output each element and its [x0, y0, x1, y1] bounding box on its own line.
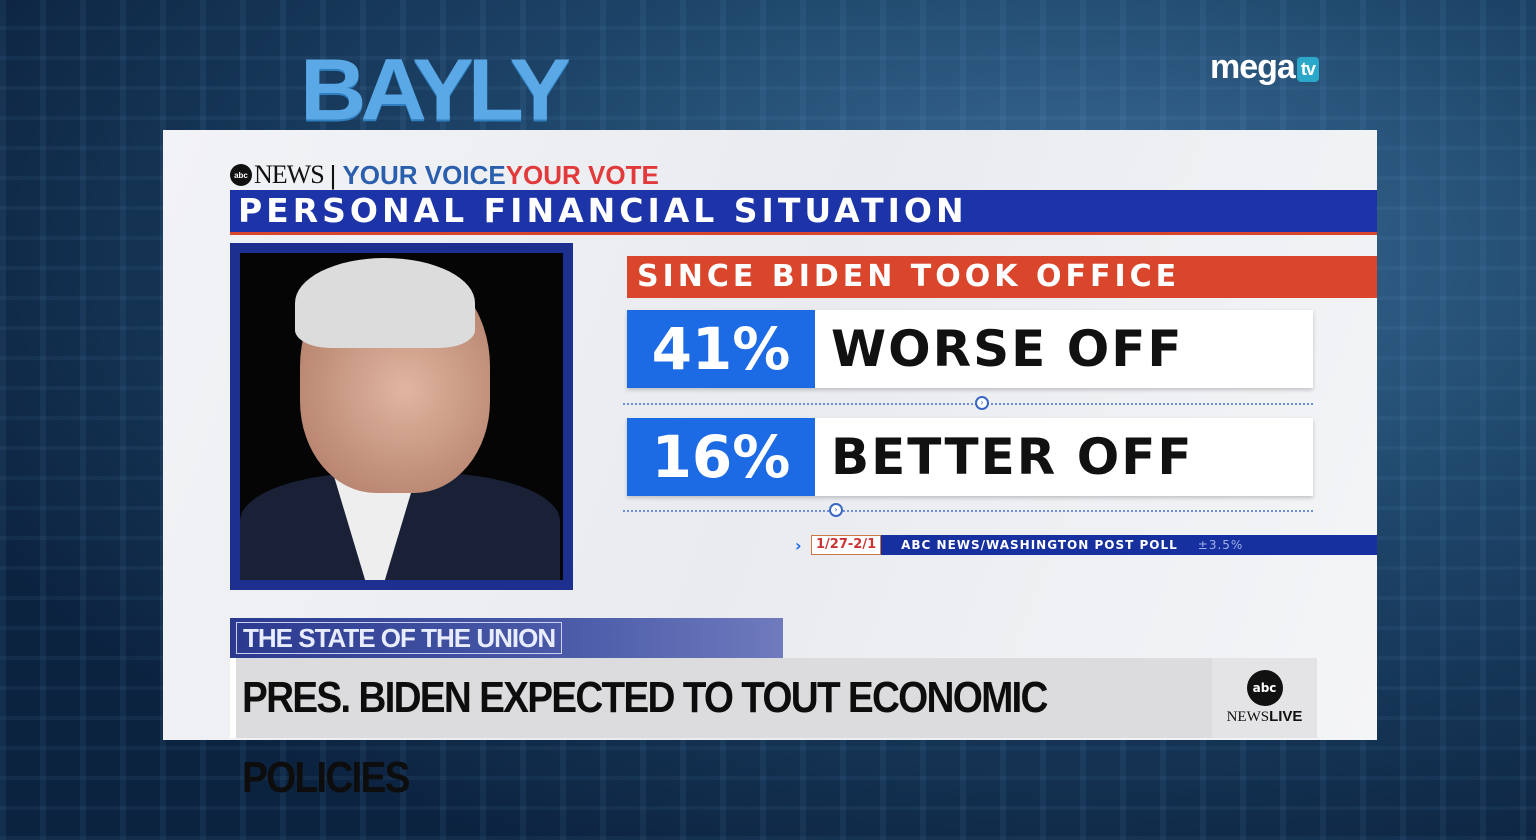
chevron-right-icon: › — [795, 535, 802, 555]
bug-live: LIVE — [1269, 708, 1303, 725]
channel-logo-text: mega — [1210, 48, 1296, 86]
segment-banner: THE STATE OF THE UNION — [230, 618, 783, 658]
network-name: NEWS — [254, 160, 325, 189]
poll-name: ABC NEWS/WASHINGTON POST POLL — [901, 538, 1178, 552]
headline-bar: PRES. BIDEN EXPECTED TO TOUT ECONOMIC PO… — [230, 658, 1212, 802]
campaign-vote: YOUR VOTE — [505, 159, 659, 190]
poll-graphic: abc NEWS | YOUR VOICE YOUR VOTE PERSONAL… — [163, 130, 1377, 802]
graphic-title: PERSONAL FINANCIAL SITUATION — [230, 190, 1377, 235]
network-header: abc NEWS | YOUR VOICE YOUR VOTE — [230, 160, 659, 190]
result-percent: 41% — [627, 310, 815, 388]
margin-of-error: ±3.5% — [1197, 538, 1244, 552]
chevron-circle-icon: › — [829, 503, 843, 517]
chevron-circle-icon: › — [975, 396, 989, 410]
abc-logo-icon: abc — [230, 164, 252, 186]
segment-title: THE STATE OF THE UNION — [236, 622, 563, 654]
result-row: 16% BETTER OFF — [627, 418, 1313, 496]
abc-news-live-bug: abc NEWSLIVE — [1212, 658, 1317, 738]
poll-name-bar: ABC NEWS/WASHINGTON POST POLL ±3.5% — [881, 535, 1377, 555]
poll-dates: 1/27-2/1 — [811, 535, 882, 555]
channel-logo: mega tv — [1210, 48, 1319, 87]
graphic-subtitle: SINCE BIDEN TOOK OFFICE — [627, 256, 1377, 298]
channel-logo-badge: tv — [1296, 56, 1319, 82]
abc-logo-icon: abc — [1246, 670, 1283, 706]
result-label: BETTER OFF — [831, 428, 1194, 486]
poll-source: › 1/27-2/1 ABC NEWS/WASHINGTON POST POLL… — [795, 535, 1377, 555]
dotted-divider — [623, 510, 1313, 512]
portrait-photo — [230, 243, 573, 590]
headline-text: PRES. BIDEN EXPECTED TO TOUT ECONOMIC PO… — [242, 673, 1049, 802]
result-row: 41% WORSE OFF — [627, 310, 1313, 388]
campaign-voice: YOUR VOICE — [342, 159, 506, 190]
bug-news: NEWS — [1226, 709, 1270, 725]
show-logo: BAYLY — [300, 41, 571, 139]
result-percent: 16% — [627, 418, 815, 496]
divider: | — [329, 159, 337, 190]
result-label: WORSE OFF — [831, 320, 1184, 378]
dotted-divider — [623, 403, 1313, 405]
